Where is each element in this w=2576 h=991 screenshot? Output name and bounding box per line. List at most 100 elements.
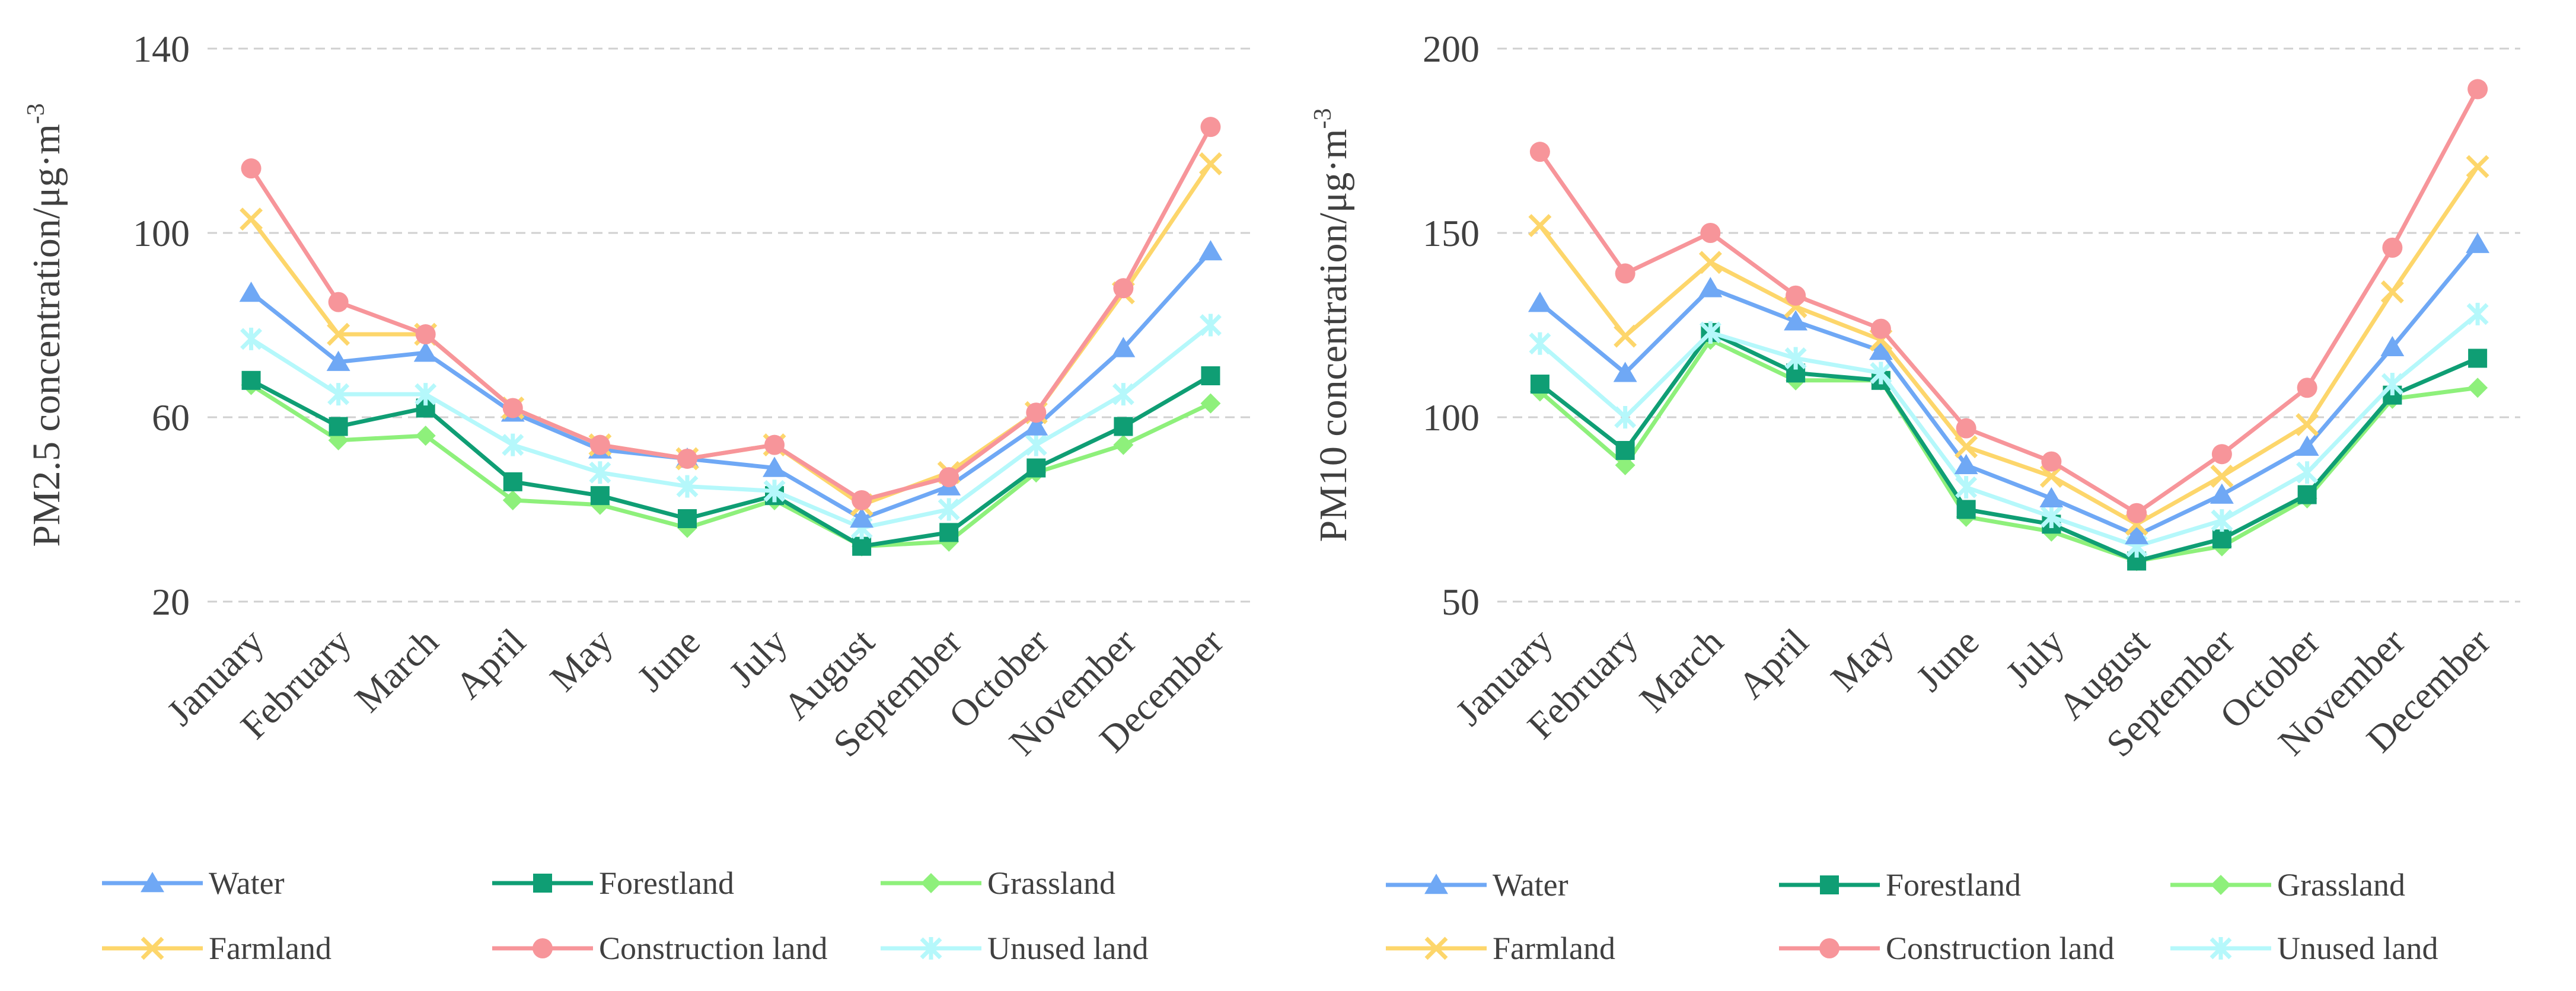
- data-point: [1869, 340, 1893, 360]
- legend-label: Grassland: [2277, 867, 2405, 903]
- data-point: [1113, 278, 1134, 299]
- data-point: [2467, 378, 2488, 398]
- data-point: [241, 158, 262, 179]
- legend-label: Forestland: [1886, 867, 2021, 903]
- data-point: [938, 498, 960, 521]
- legend-marker: [2210, 937, 2232, 960]
- series-construction-land: [241, 117, 1221, 510]
- data-point: [589, 434, 610, 455]
- legend-label: Unused land: [987, 931, 1148, 966]
- data-point: [1528, 292, 1552, 312]
- series-water: [1528, 232, 2490, 545]
- data-point: [1114, 417, 1133, 436]
- data-point: [1113, 434, 1134, 455]
- data-point: [1955, 435, 1978, 459]
- data-point: [1200, 117, 1221, 138]
- data-point: [1199, 314, 1222, 337]
- legend-item: Farmland: [102, 931, 331, 966]
- y-tick-label: 100: [133, 212, 190, 254]
- data-point: [2297, 378, 2317, 398]
- series-line: [1538, 330, 2479, 564]
- series-line: [1538, 165, 2480, 526]
- legend-marker: [2211, 875, 2231, 895]
- legend-item: Forestland: [1779, 867, 2021, 903]
- data-point: [327, 383, 350, 406]
- x-tick-label: April: [447, 621, 534, 707]
- legend-label: Unused land: [2277, 931, 2438, 966]
- data-point: [2039, 465, 2063, 488]
- data-point: [1956, 418, 1976, 439]
- data-point: [2039, 487, 2064, 508]
- y-tick-label: 150: [1423, 212, 1480, 254]
- series-line: [250, 250, 1213, 521]
- legend-item: Water: [1386, 867, 1568, 903]
- legend-item: Unused land: [2170, 931, 2438, 966]
- series-line: [1538, 88, 2480, 516]
- data-point: [415, 383, 437, 406]
- x-tick-label: May: [542, 621, 621, 699]
- data-point: [764, 434, 785, 455]
- data-point: [328, 292, 349, 312]
- legend-marker: [921, 873, 941, 893]
- series-grassland: [241, 375, 1221, 557]
- legend-marker: [533, 938, 553, 958]
- data-point: [2125, 524, 2149, 545]
- y-axis-label: PM2.5 concentration/μg·m-3: [23, 103, 68, 547]
- data-point: [1700, 223, 1721, 243]
- legend-item: Unused land: [881, 931, 1148, 966]
- x-tick-label: June: [1908, 621, 1987, 699]
- data-point: [2212, 529, 2231, 549]
- data-point: [939, 523, 959, 542]
- y-tick-label: 100: [1423, 397, 1480, 439]
- series-line: [1538, 312, 2479, 549]
- x-tick-label: March: [1631, 621, 1731, 720]
- series-line: [1538, 337, 2478, 564]
- data-point: [2211, 509, 2233, 532]
- data-point: [2210, 483, 2234, 504]
- series-unused-land: [1529, 302, 2489, 558]
- legend-marker: [1424, 874, 1448, 894]
- data-point: [1954, 453, 1978, 475]
- data-point: [2210, 465, 2234, 488]
- data-point: [329, 417, 348, 436]
- legend-label: Water: [1493, 867, 1568, 903]
- data-point: [763, 479, 786, 503]
- data-point: [2466, 232, 2490, 253]
- data-point: [326, 350, 350, 371]
- legend-item: Farmland: [1386, 931, 1615, 966]
- data-point: [415, 324, 436, 345]
- data-point: [1615, 455, 1635, 475]
- series-water: [239, 240, 1223, 528]
- y-tick-label: 200: [1423, 28, 1480, 70]
- data-point: [1784, 347, 1807, 370]
- y-tick-label: 50: [1442, 581, 1480, 623]
- data-point: [1955, 476, 1978, 499]
- data-point: [677, 509, 697, 529]
- data-point: [1870, 318, 1891, 339]
- x-tick-label: April: [1730, 621, 1816, 707]
- data-point: [502, 490, 523, 510]
- legend-item: Construction land: [1779, 931, 2114, 966]
- data-point: [1529, 142, 1550, 162]
- y-tick-label: 60: [152, 397, 190, 439]
- data-point: [2296, 461, 2319, 484]
- series-line: [250, 383, 1212, 549]
- data-point: [1870, 362, 1892, 385]
- data-point: [2296, 413, 2319, 436]
- y-tick-label: 20: [152, 581, 190, 623]
- data-point: [1026, 458, 1046, 478]
- series-unused-land: [240, 314, 1222, 539]
- data-point: [1698, 251, 1722, 274]
- legend-marker: [141, 936, 164, 960]
- legend-item: Water: [102, 865, 285, 901]
- x-tick-label: March: [346, 621, 446, 720]
- legend-marker: [920, 937, 942, 960]
- legend-label: Farmland: [209, 931, 331, 966]
- data-point: [2040, 505, 2062, 528]
- data-point: [1026, 402, 1047, 423]
- data-point: [2295, 435, 2319, 456]
- x-tick-label: June: [629, 621, 708, 699]
- data-point: [1198, 240, 1223, 261]
- data-point: [1530, 375, 1550, 394]
